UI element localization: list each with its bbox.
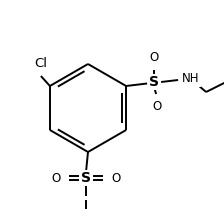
Text: O: O bbox=[111, 172, 120, 185]
Text: O: O bbox=[149, 51, 159, 64]
Text: NH: NH bbox=[182, 73, 200, 85]
Text: O: O bbox=[153, 100, 162, 113]
Text: S: S bbox=[149, 75, 159, 89]
Text: Cl: Cl bbox=[34, 57, 47, 70]
Text: S: S bbox=[81, 171, 91, 185]
Text: O: O bbox=[52, 172, 61, 185]
